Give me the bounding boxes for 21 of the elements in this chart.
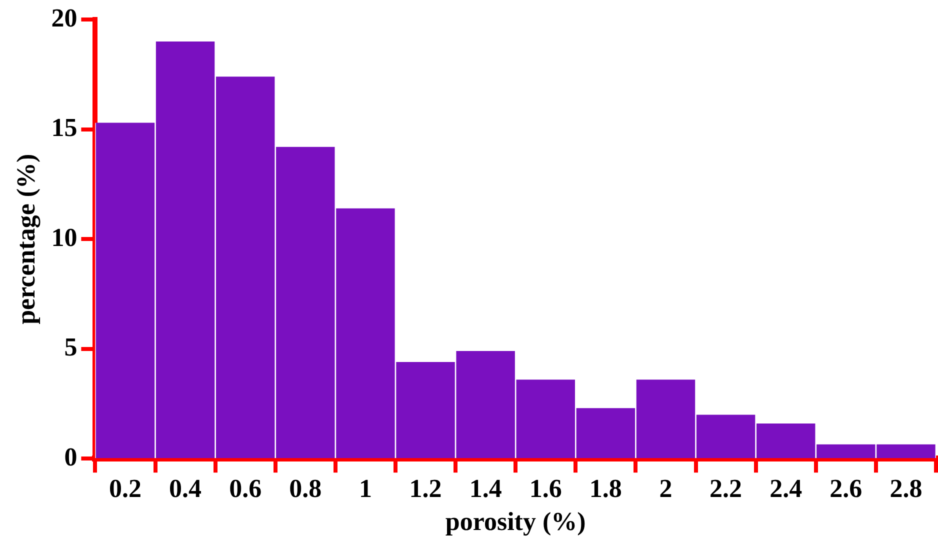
x-tick-label: 1.6 xyxy=(529,474,562,503)
y-tick-label: 15 xyxy=(51,113,78,142)
y-tick-label: 5 xyxy=(64,332,78,362)
x-tick-label: 2.4 xyxy=(770,474,802,503)
x-tick-label: 2 xyxy=(659,474,672,503)
x-tick-label: 0.8 xyxy=(289,474,322,503)
x-tick-label: 0.4 xyxy=(169,474,202,503)
y-tick-label: 10 xyxy=(51,222,78,252)
x-tick-label: 0.6 xyxy=(229,474,262,503)
x-tick-label: 2.8 xyxy=(890,474,922,503)
y-tick-label: 0 xyxy=(64,442,78,472)
x-tick-label: 0.2 xyxy=(108,474,142,503)
x-tick-label: 1.8 xyxy=(589,474,622,503)
x-tick-label: 1.2 xyxy=(409,474,442,503)
x-tick-label: 1 xyxy=(358,474,372,503)
y-tick-label: 20 xyxy=(51,3,78,32)
x-tick-label: 2.2 xyxy=(710,474,742,503)
x-tick-label: 1.4 xyxy=(469,474,502,503)
x-tick-label: 2.6 xyxy=(830,474,862,503)
x-axis-title: porosity (%) xyxy=(445,507,586,536)
y-axis-title: percentage (%) xyxy=(11,154,40,324)
